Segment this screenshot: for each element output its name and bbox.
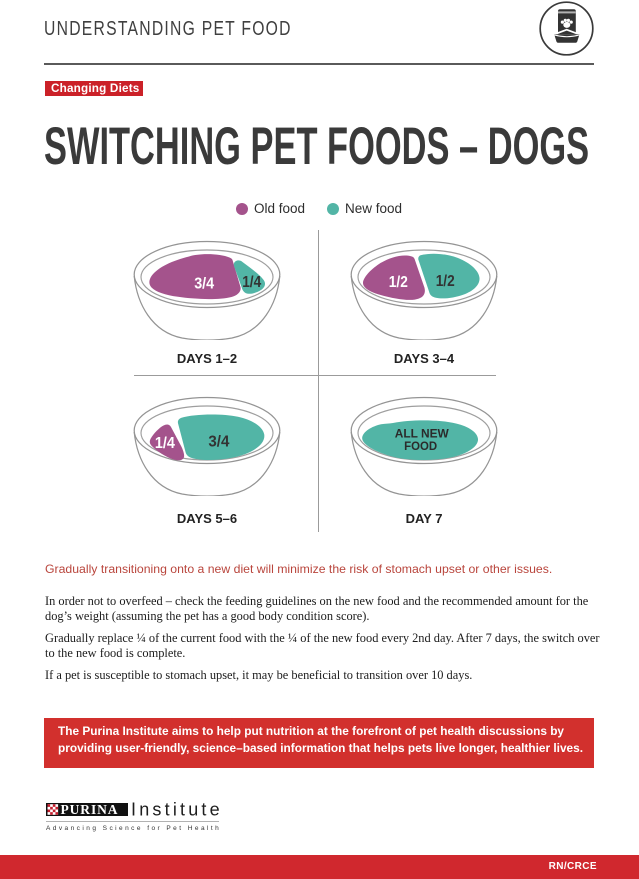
svg-text:Advancing Science for Pet Heal: Advancing Science for Pet Health xyxy=(46,825,221,832)
svg-text:ALL NEW: ALL NEW xyxy=(395,426,450,440)
svg-text:FOOD: FOOD xyxy=(404,439,437,453)
svg-text:Institute: Institute xyxy=(131,800,223,820)
svg-text:3/4: 3/4 xyxy=(194,275,214,292)
svg-text:1/4: 1/4 xyxy=(242,274,261,291)
svg-text:1/2: 1/2 xyxy=(389,274,408,291)
svg-text:1/2: 1/2 xyxy=(436,273,455,290)
svg-text:1/4: 1/4 xyxy=(155,435,175,452)
svg-text:3/4: 3/4 xyxy=(208,434,229,451)
svg-text:PURINA: PURINA xyxy=(61,802,119,817)
